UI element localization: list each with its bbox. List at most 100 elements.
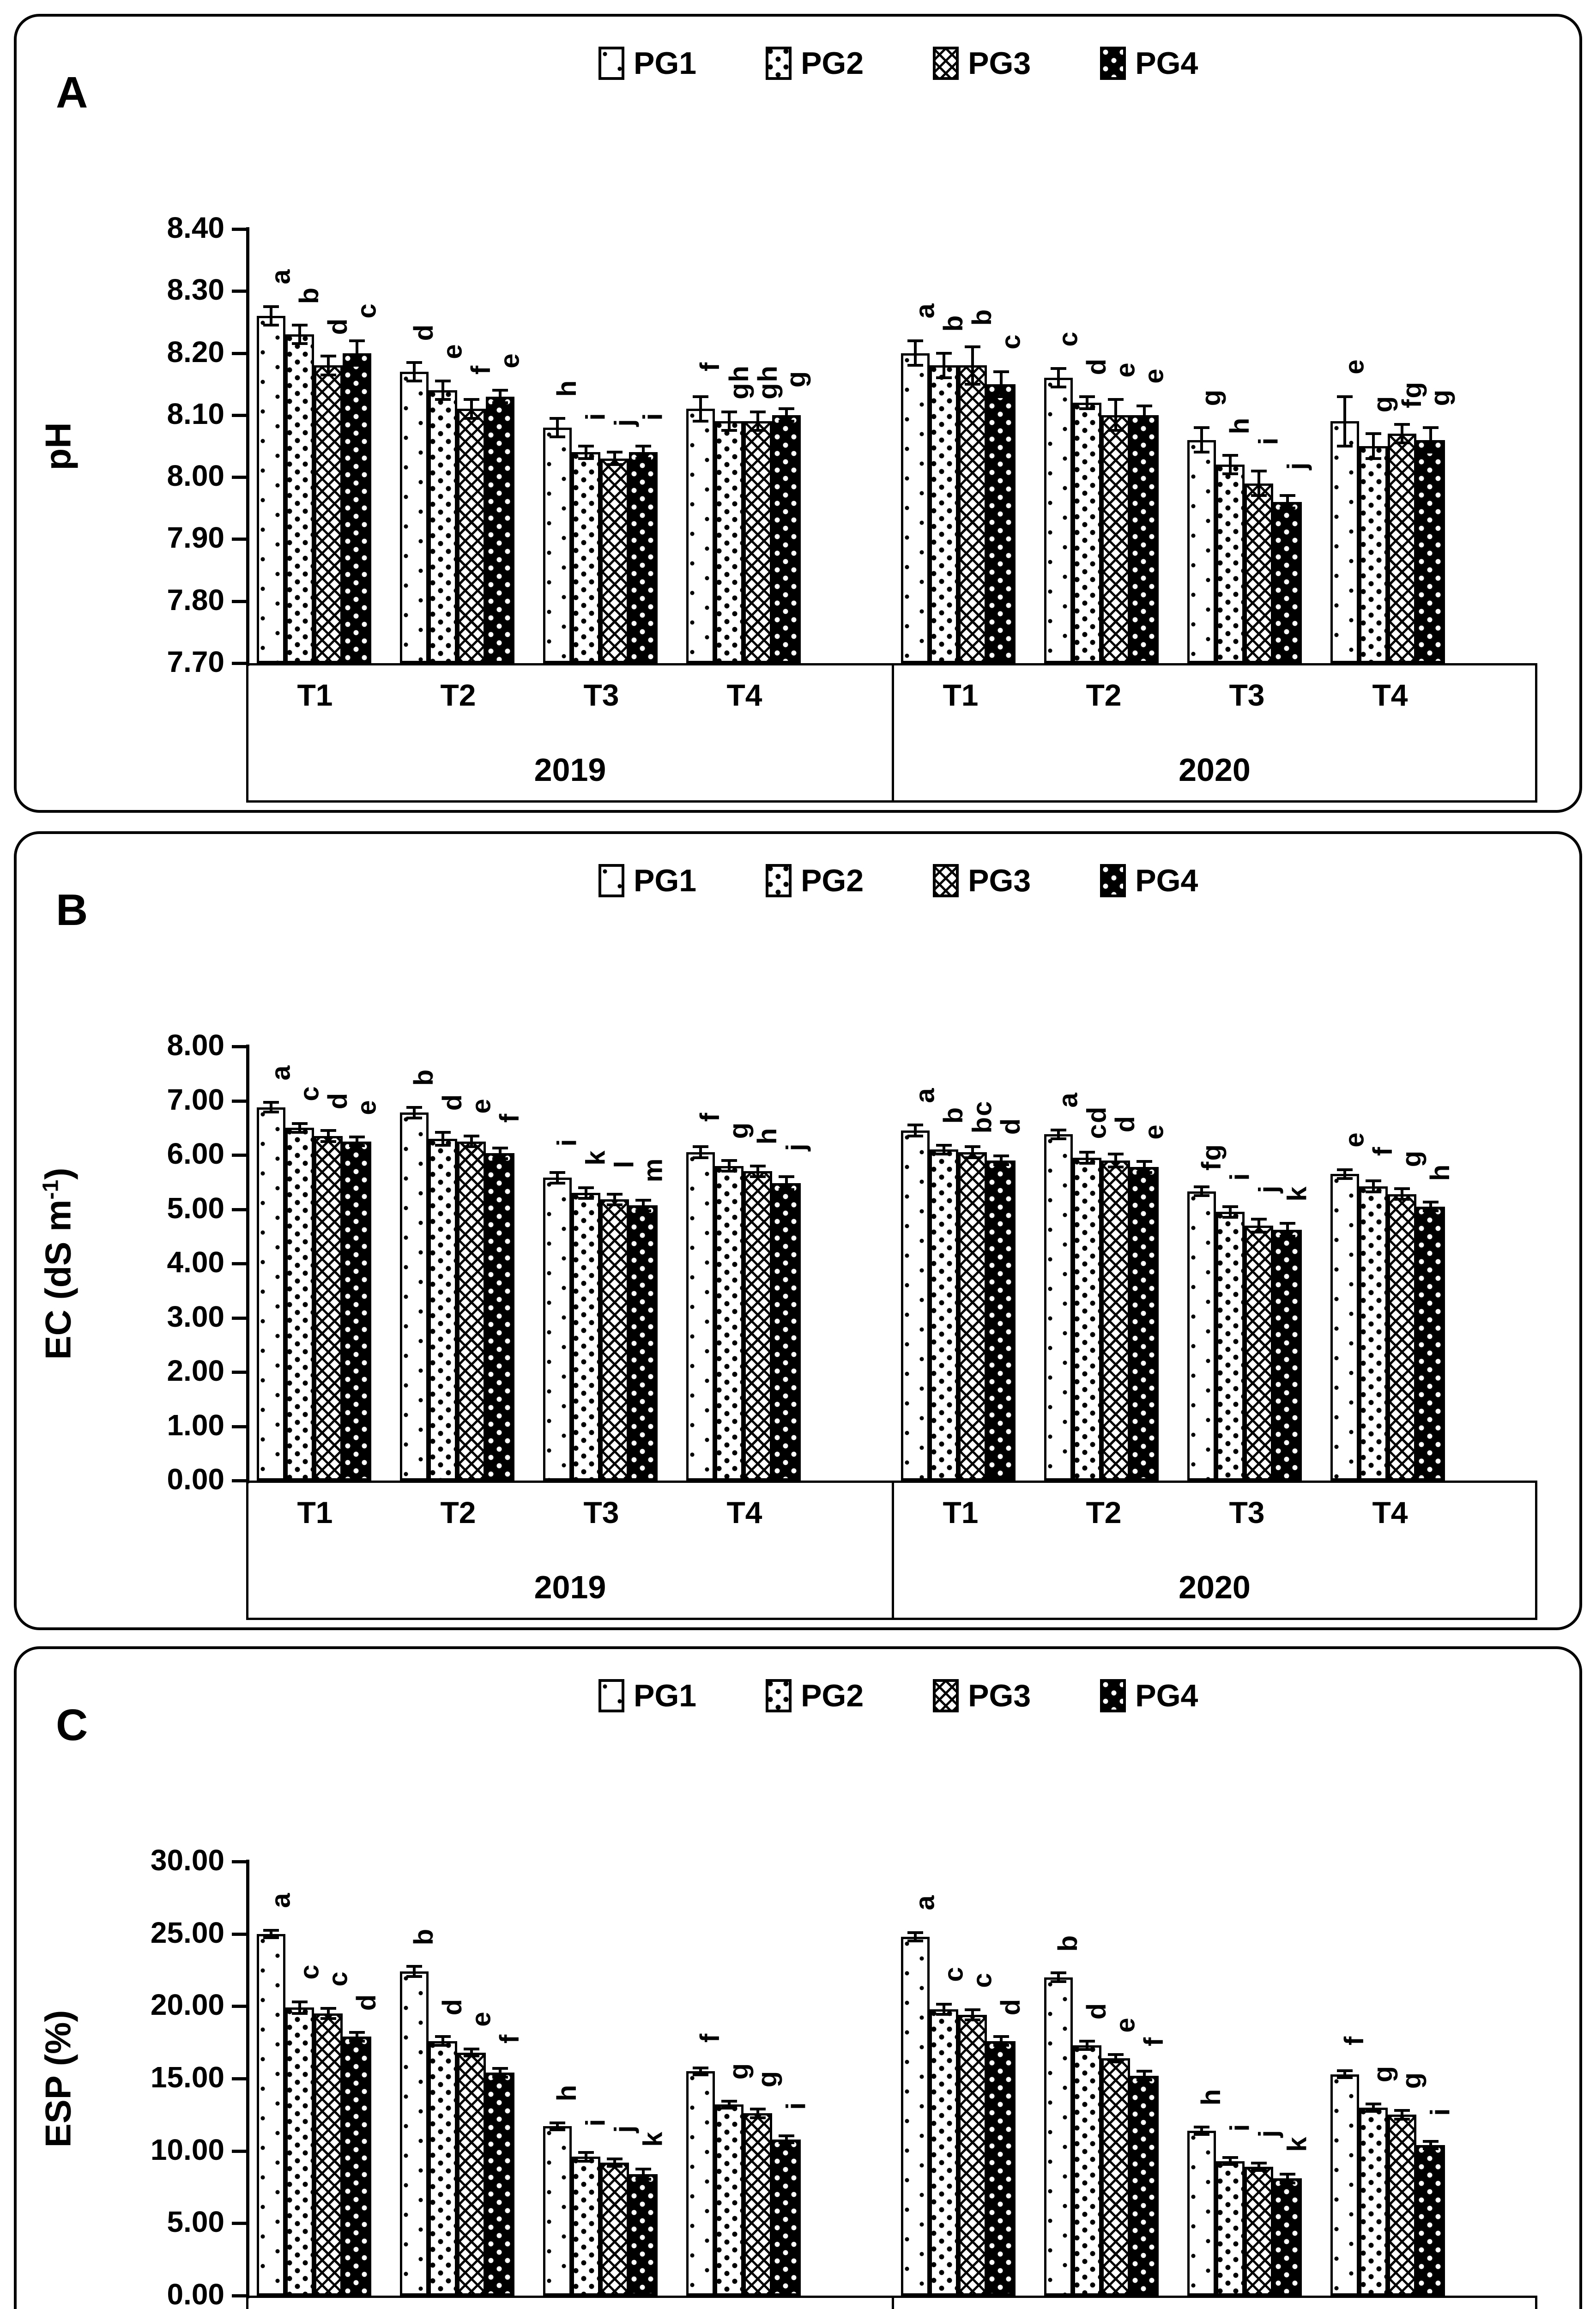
year-label-2020: 2020 <box>1179 752 1251 788</box>
error-bar-cap <box>263 324 279 327</box>
error-bar-cap <box>1337 1177 1353 1180</box>
bar-2019-T3-PG2 <box>572 1193 600 1481</box>
error-bar-cap <box>779 1175 794 1178</box>
error-bar-cap <box>1108 429 1124 432</box>
error-bar <box>1372 2103 1375 2111</box>
legend-swatch-pg1-icon <box>598 864 624 897</box>
significance-letter: d <box>351 1994 382 2011</box>
bar-2020-T3-PG4 <box>1273 2178 1302 2296</box>
error-bar <box>1286 496 1289 508</box>
bar-2020-T2-PG2 <box>1073 1157 1101 1481</box>
error-bar-cap <box>578 2151 594 2154</box>
y-tick-label: 5.00 <box>167 2205 224 2239</box>
y-tick-mark <box>232 1425 246 1428</box>
error-bar <box>1401 2110 1403 2119</box>
error-bar <box>585 446 587 459</box>
y-tick-label: 4.00 <box>167 1245 224 1279</box>
error-bar-cap <box>1108 398 1124 401</box>
error-bar-cap <box>1137 1160 1152 1163</box>
significance-letter: e <box>1139 368 1169 384</box>
significance-letter-wrap: i <box>614 393 692 439</box>
y-tick-mark <box>232 2077 246 2080</box>
bar-2020-T2-PG4 <box>1130 415 1159 663</box>
error-bar-cap <box>492 389 508 392</box>
error-bar-cap <box>349 2039 365 2043</box>
y-tick-mark <box>232 1099 246 1103</box>
error-bar <box>356 1137 358 1146</box>
legend: PG1 PG2 PG3 PG4 <box>598 45 1198 81</box>
error-bar <box>298 325 301 344</box>
bar-2020-T4-PG3 <box>1388 1194 1416 1481</box>
treatment-label-2020-T3: T3 <box>1229 678 1265 712</box>
error-bar <box>1200 1187 1203 1196</box>
legend-label: PG4 <box>1135 1678 1198 1713</box>
plot-area: a b d c d e f e h i j i f gh gh g a b b c c d e e g h i j e g fg g <box>248 229 1536 663</box>
error-bar-cap <box>635 445 651 447</box>
error-bar-cap <box>1222 1216 1238 1219</box>
error-bar <box>1086 1152 1088 1163</box>
year-label-2019: 2019 <box>534 752 606 788</box>
error-bar-cap <box>993 370 1009 373</box>
legend-swatch-pg4-icon <box>1100 47 1126 80</box>
error-bar <box>441 1132 444 1145</box>
error-bar <box>943 1145 945 1154</box>
y-tick-label: 6.00 <box>167 1137 224 1170</box>
bar-2020-T3-PG3 <box>1245 483 1273 663</box>
error-bar <box>728 2101 731 2109</box>
significance-letter: b <box>294 286 325 304</box>
bar-2019-T4-PG4 <box>772 1183 801 1481</box>
treatment-label-2020-T1: T1 <box>943 678 979 712</box>
error-bar <box>699 2067 702 2075</box>
error-bar <box>499 2068 502 2077</box>
error-bar-cap <box>1222 472 1238 476</box>
error-bar-cap <box>320 373 336 376</box>
error-bar-cap <box>607 1203 623 1207</box>
error-bar-cap <box>320 1129 336 1132</box>
y-tick-mark <box>232 1932 246 1936</box>
y-tick-label: 1.00 <box>167 1408 224 1442</box>
error-bar-cap <box>993 2043 1009 2047</box>
significance-letter: h <box>1425 1163 1456 1181</box>
error-bar <box>1372 434 1375 459</box>
year-label-2019: 2019 <box>534 1569 606 1605</box>
panel-label: A <box>56 68 88 117</box>
error-bar-cap <box>1079 2039 1095 2043</box>
treatment-label-2019-T1: T1 <box>297 1495 333 1529</box>
error-bar-cap <box>406 1106 422 1109</box>
legend: PG1 PG2 PG3 PG4 <box>598 863 1198 899</box>
significance-letter-wrap: f <box>1115 2018 1193 2064</box>
bar-2020-T4-PG2 <box>1359 446 1388 663</box>
bar-2019-T1-PG2 <box>285 2007 314 2296</box>
significance-letter: i <box>781 2101 811 2110</box>
y-axis-title: EC (dS m-1) <box>37 1167 79 1360</box>
error-bar-cap <box>907 1124 923 1127</box>
error-bar-cap <box>1366 457 1381 460</box>
error-bar-cap <box>1079 1151 1095 1154</box>
error-bar-cap <box>1051 1980 1066 1983</box>
error-bar-cap <box>721 2099 737 2103</box>
y-tick-label: 7.90 <box>167 521 224 555</box>
bar-2019-T1-PG1 <box>257 316 285 663</box>
error-bar-cap <box>1194 2125 1209 2128</box>
bar-2020-T1-PG2 <box>930 1149 958 1481</box>
bar-2020-T2-PG1 <box>1044 378 1073 663</box>
significance-letter-wrap: i <box>757 2083 835 2129</box>
error-bar-cap <box>464 1134 479 1137</box>
legend-item-pg1: PG1 <box>598 45 696 81</box>
legend-swatch-pg2-icon <box>766 1679 792 1712</box>
error-bar-cap <box>550 417 565 420</box>
significance-letter: c <box>351 302 382 319</box>
bar-2019-T3-PG1 <box>543 1178 572 1481</box>
bar-2020-T1-PG2 <box>930 365 958 663</box>
error-bar-cap <box>1280 507 1295 510</box>
error-bar-cap <box>607 1192 623 1196</box>
legend-swatch-pg2-icon <box>766 47 792 80</box>
bar-2019-T4-PG2 <box>715 421 744 663</box>
y-tick-mark <box>232 2149 246 2153</box>
panel-B: B PG1 PG2 PG3 PG4 EC (dS m-1) 8.00 7.00 6.00 5.00… <box>14 831 1582 1630</box>
error-bar-cap <box>965 1145 980 1148</box>
error-bar-cap <box>1423 2140 1439 2143</box>
error-bar <box>585 2152 587 2161</box>
bar-2020-T4-PG1 <box>1330 1174 1359 1481</box>
